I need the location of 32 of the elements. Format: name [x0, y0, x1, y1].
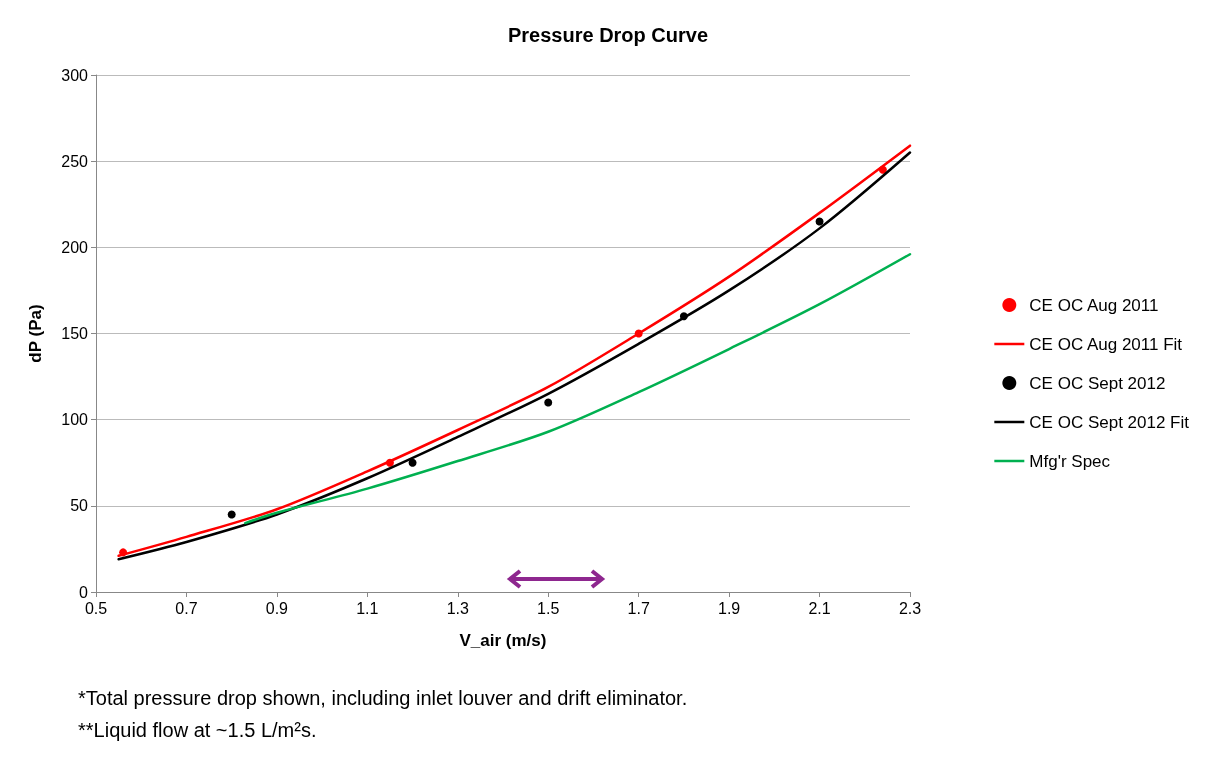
legend-label: CE OC Aug 2011 Fit	[1029, 334, 1183, 354]
y-tick-label: 250	[61, 152, 89, 170]
text: *Total pressure drop shown, including inlet louver and drift eliminator.	[78, 687, 688, 709]
x-tick-label: 1.3	[446, 599, 469, 617]
x-tick-label: 1.1	[356, 599, 379, 617]
y-tick-label: 0	[79, 583, 89, 601]
chart-title: Pressure Drop Curve	[507, 24, 709, 46]
x-tick-label: 0.7	[175, 599, 198, 617]
text: **Liquid flow at ~1.5 L/m²s.	[78, 719, 317, 741]
y-tick-label: 300	[61, 66, 89, 84]
y-axis-title: dP (Pa)	[26, 304, 45, 363]
point	[408, 458, 417, 467]
point	[227, 510, 236, 519]
x-tick-label: 2.1	[808, 599, 831, 617]
x-tick-label: 1.5	[537, 599, 560, 617]
x-tick-label: 0.9	[265, 599, 289, 617]
y-tick-label: 100	[61, 411, 89, 429]
y-tick-label: 200	[61, 238, 89, 256]
x-tick-label: 0.5	[84, 599, 108, 617]
x-tick-label: 1.7	[627, 599, 650, 617]
x-tick-label: 2.3	[898, 599, 922, 617]
y-tick-label: 150	[61, 325, 89, 342]
legend-label: CE OC Aug 2011	[1029, 295, 1159, 315]
point	[544, 398, 553, 407]
x-tick-label: 1.9	[717, 599, 741, 617]
y-tick-label: 50	[70, 497, 89, 515]
legend-label: Mfg'r Spec	[1029, 451, 1111, 471]
legend-label: CE OC Sept 2012	[1029, 373, 1166, 393]
line-series	[243, 252, 912, 525]
x-axis-title: V_air (m/s)	[459, 631, 547, 650]
legend-label: CE OC Sept 2012 Fit	[1029, 412, 1190, 432]
point	[815, 217, 824, 226]
